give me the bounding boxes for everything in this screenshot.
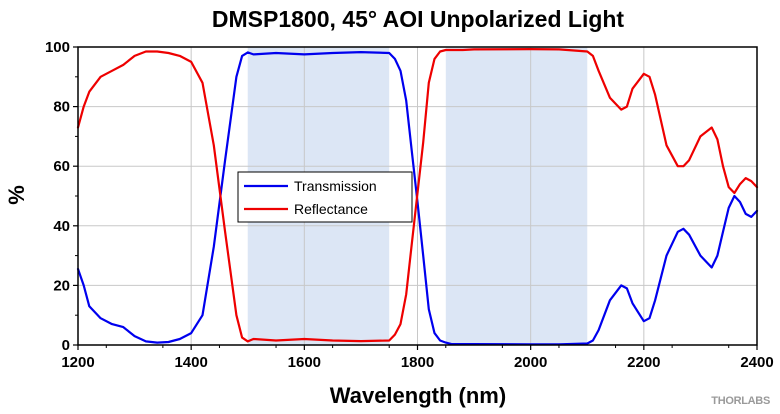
y-tick-label: 60 [53,158,70,175]
y-axis-label: % [4,185,29,205]
series-lines [76,47,759,346]
shaded-region-2 [445,47,588,345]
x-tick-label: 2400 [740,354,773,371]
series-line-reflectance [76,47,759,343]
y-tick-label: 0 [62,337,70,354]
x-axis-label: Wavelength (nm) [330,383,506,408]
x-tick-label: 1200 [61,354,94,371]
chart-title: DMSP1800, 45° AOI Unpolarized Light [212,6,625,32]
grid [78,47,757,345]
y-tick-label: 20 [53,277,70,294]
x-tick-label: 1800 [401,354,434,371]
y-tick-label: 80 [53,99,70,116]
legend: Transmission Reflectance [237,171,413,223]
axis-ticks [73,46,758,350]
x-tick-label: 2200 [627,354,660,371]
x-tick-label: 1400 [174,354,207,371]
y-tick-labels: 0 20 40 60 80 100 [45,39,70,354]
x-tick-label: 2000 [514,354,547,371]
x-tick-label: 1600 [288,354,321,371]
legend-label-transmission: Transmission [294,178,377,194]
x-tick-labels: 1200 1400 1600 1800 2000 2200 2400 [61,354,773,371]
legend-box [237,171,413,223]
thorlabs-logo: THORLABS [711,395,770,407]
y-tick-label: 100 [45,39,70,56]
legend-label-reflectance: Reflectance [294,201,368,217]
y-tick-label: 40 [53,218,70,235]
series-line-transmission [76,50,759,346]
